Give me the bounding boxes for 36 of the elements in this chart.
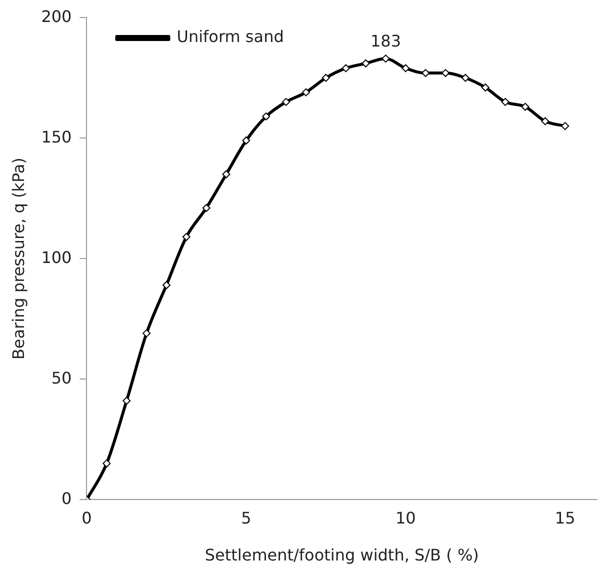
point <box>442 69 450 78</box>
point <box>481 83 490 92</box>
point <box>322 74 330 82</box>
point <box>182 232 190 241</box>
x-tick-label: 10 <box>395 508 416 528</box>
x-tick-label: 0 <box>82 508 92 528</box>
point <box>342 64 350 72</box>
x-tick-label: 5 <box>241 508 252 528</box>
point <box>461 74 470 82</box>
point <box>142 329 151 338</box>
y-axis-title: Bearing pressure, q (kPa) <box>8 158 28 360</box>
point <box>501 98 510 106</box>
point <box>282 98 290 106</box>
point <box>202 204 210 212</box>
legend-label: Uniform sand <box>176 27 284 46</box>
x-tick-label: 15 <box>554 508 576 528</box>
point <box>382 54 390 63</box>
point <box>162 281 170 290</box>
point <box>102 459 111 468</box>
y-tick-label: 50 <box>51 368 72 388</box>
point <box>561 122 570 130</box>
y-tick-label: 0 <box>62 488 72 508</box>
y-tick-label: 150 <box>41 127 72 146</box>
point <box>362 59 370 68</box>
y-tick-label: 100 <box>41 248 72 267</box>
x-axis-title: Settlement/footing width, S/B ( %) <box>204 546 479 565</box>
point <box>122 396 131 405</box>
point <box>262 112 270 120</box>
point <box>521 102 530 111</box>
point <box>402 64 410 72</box>
point <box>541 117 550 126</box>
point <box>302 88 310 96</box>
y-tick-label: 200 <box>41 6 72 26</box>
point <box>222 170 230 178</box>
point <box>242 136 250 145</box>
annotation: 183 <box>370 32 401 51</box>
